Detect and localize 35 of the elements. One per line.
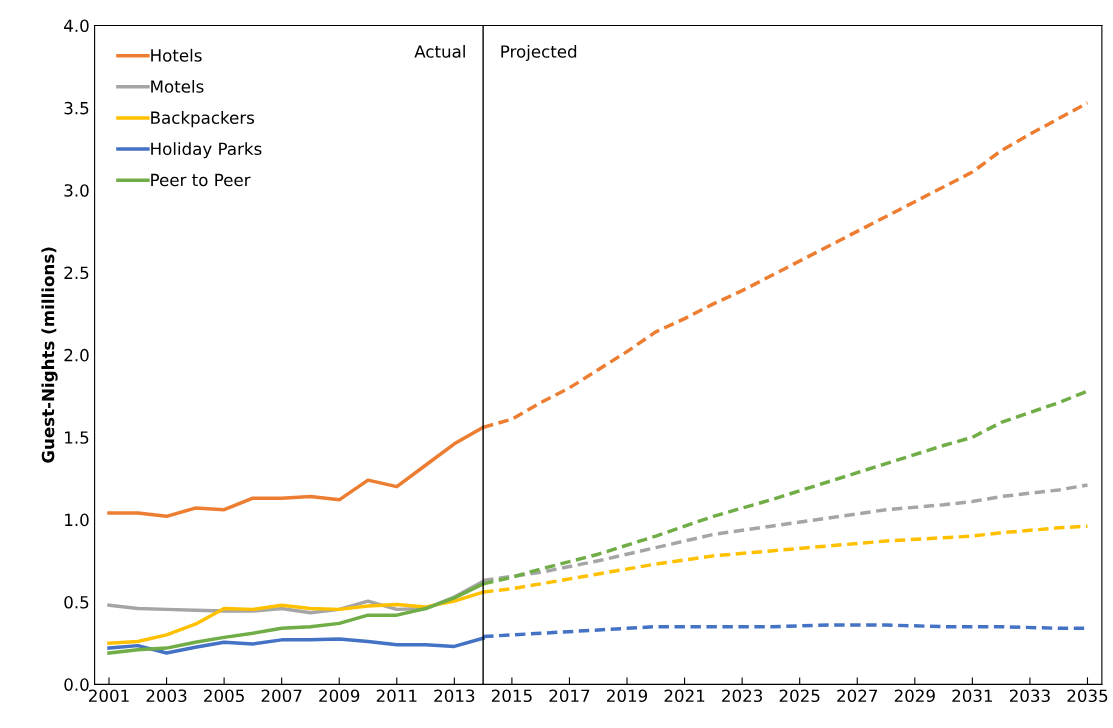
annotation: Actual bbox=[414, 44, 465, 58]
legend-label: Motels bbox=[151, 79, 204, 93]
x-tick-label: 2033 bbox=[1009, 689, 1050, 703]
y-tick-label: 2.0 bbox=[64, 348, 89, 362]
x-tick-label: 2009 bbox=[319, 689, 360, 703]
x-tick-label: 2017 bbox=[549, 689, 590, 703]
x-tick-label: 2035 bbox=[1067, 689, 1108, 703]
legend-label: Peer to Peer bbox=[151, 173, 251, 187]
x-tick-label: 2011 bbox=[376, 689, 417, 703]
x-tick-label: 2015 bbox=[491, 689, 532, 703]
y-tick-label: 0.5 bbox=[64, 595, 89, 609]
x-tick-label: 2013 bbox=[434, 689, 475, 703]
x-tick-label: 2027 bbox=[837, 689, 878, 703]
x-tick-label: 2021 bbox=[664, 689, 705, 703]
y-tick-label: 1.5 bbox=[65, 431, 89, 444]
y-tick-label: 2.5 bbox=[64, 266, 89, 280]
y-tick-label: 0.0 bbox=[64, 678, 89, 691]
x-tick-label: 2025 bbox=[779, 689, 820, 703]
legend-label: Backpackers bbox=[151, 111, 255, 128]
x-tick-label: 2029 bbox=[894, 689, 935, 703]
legend-label: Holiday Parks bbox=[151, 142, 262, 159]
x-tick-label: 2003 bbox=[146, 689, 187, 703]
annotation: Projected bbox=[501, 44, 577, 62]
y-tick-label: 4.0 bbox=[64, 19, 89, 33]
y-tick-label: 3.5 bbox=[64, 101, 89, 115]
x-tick-label: 2005 bbox=[204, 689, 244, 703]
y-tick-label: 3.0 bbox=[64, 184, 89, 197]
x-tick-label: 2023 bbox=[722, 689, 762, 703]
legend-label: Hotels bbox=[151, 48, 202, 62]
x-tick-label: 2001 bbox=[89, 689, 129, 703]
y-axis-title: Guest-Nights (millions) bbox=[41, 247, 58, 463]
x-tick-label: 2019 bbox=[607, 689, 648, 703]
x-tick-label: 2031 bbox=[952, 689, 993, 703]
y-tick-label: 1.0 bbox=[65, 513, 89, 527]
x-tick-label: 2007 bbox=[261, 689, 302, 703]
